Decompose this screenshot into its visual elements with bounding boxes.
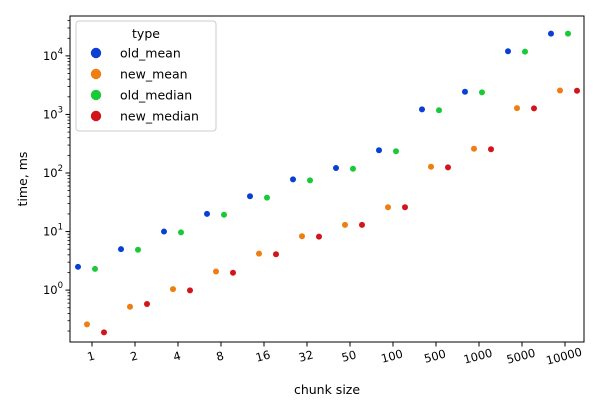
y-tick-label: 103 [43, 105, 63, 121]
point-new_median [488, 146, 494, 153]
point-new_mean [557, 87, 563, 94]
point-new_mean [299, 233, 305, 240]
point-new_median [230, 269, 236, 276]
point-new_median [574, 87, 580, 94]
legend-title: type [132, 26, 160, 41]
point-new_mean [342, 221, 348, 228]
point-old_median [178, 229, 184, 236]
y-tick-label: 100 [43, 281, 63, 297]
x-axis: 1 2 4 8 16 32 50 100 500 1000 5000 10000 [86, 342, 583, 368]
x-tick-label: 2 [129, 348, 140, 363]
x-tick-label: 10000 [544, 345, 583, 368]
point-old_median [135, 246, 141, 253]
y-axis-label: time, ms [15, 152, 30, 207]
x-tick-label: 8 [215, 348, 226, 363]
point-old_mean [548, 30, 554, 37]
legend-label-old_mean: old_mean [120, 46, 181, 61]
x-axis-label: chunk size [294, 382, 360, 397]
x-tick-label: 16 [254, 347, 272, 364]
y-tick-label: 101 [43, 223, 63, 239]
point-new_mean [428, 163, 434, 170]
point-old_mean [462, 88, 468, 95]
point-new_median [273, 251, 279, 258]
x-tick-label: 1000 [462, 346, 494, 367]
point-old_mean [376, 147, 382, 154]
point-new_mean [471, 145, 477, 152]
legend: type old_mean new_mean old_median new_media… [75, 20, 217, 132]
x-tick-label: 100 [380, 347, 405, 366]
x-tick-label: 1 [86, 348, 97, 363]
point-new_median [101, 329, 107, 336]
point-old_median [92, 265, 98, 272]
point-new_mean [127, 303, 133, 310]
point-new_median [144, 300, 150, 307]
point-new_median [316, 233, 322, 240]
point-new_median [402, 204, 408, 211]
point-old_median [307, 177, 313, 184]
legend-frame [75, 20, 217, 132]
legend-marker-old_median [90, 89, 102, 101]
point-new_median [359, 221, 365, 228]
legend-marker-old_mean [90, 47, 102, 59]
point-old_mean [419, 106, 425, 113]
point-old_median [479, 89, 485, 96]
point-old_median [565, 30, 571, 37]
point-old_mean [204, 210, 210, 217]
point-old_median [436, 107, 442, 114]
point-old_mean [290, 176, 296, 183]
point-new_mean [84, 321, 90, 328]
point-old_mean [118, 246, 124, 253]
x-tick-label: 4 [172, 348, 183, 363]
point-old_median [221, 211, 227, 218]
data-points [75, 30, 580, 336]
x-tick-label: 50 [340, 347, 358, 364]
point-old_median [350, 165, 356, 172]
x-tick-label: 32 [297, 347, 315, 364]
point-new_mean [170, 286, 176, 293]
x-tick-label: 500 [423, 347, 448, 366]
point-old_median [264, 194, 270, 201]
point-new_mean [385, 204, 391, 211]
point-old_mean [247, 193, 253, 200]
point-new_median [445, 164, 451, 171]
point-new_mean [213, 268, 219, 275]
point-old_mean [333, 164, 339, 171]
point-new_median [531, 105, 537, 112]
legend-label-new_median: new_median [120, 109, 199, 124]
legend-marker-new_median [90, 110, 102, 122]
point-new_mean [514, 105, 520, 112]
point-new_mean [256, 250, 262, 257]
point-old_mean [161, 228, 167, 235]
y-tick-label: 104 [43, 47, 63, 63]
legend-marker-new_mean [90, 68, 102, 80]
point-new_median [187, 287, 193, 294]
y-tick-label: 102 [43, 164, 63, 180]
legend-label-old_median: old_median [120, 88, 192, 103]
point-old_median [393, 148, 399, 155]
y-axis: 100 101 102 103 104 [43, 20, 70, 332]
legend-label-new_mean: new_mean [120, 67, 188, 82]
point-old_mean [75, 263, 81, 270]
x-tick-label: 5000 [505, 346, 537, 367]
point-old_mean [505, 48, 511, 55]
point-old_median [522, 48, 528, 55]
